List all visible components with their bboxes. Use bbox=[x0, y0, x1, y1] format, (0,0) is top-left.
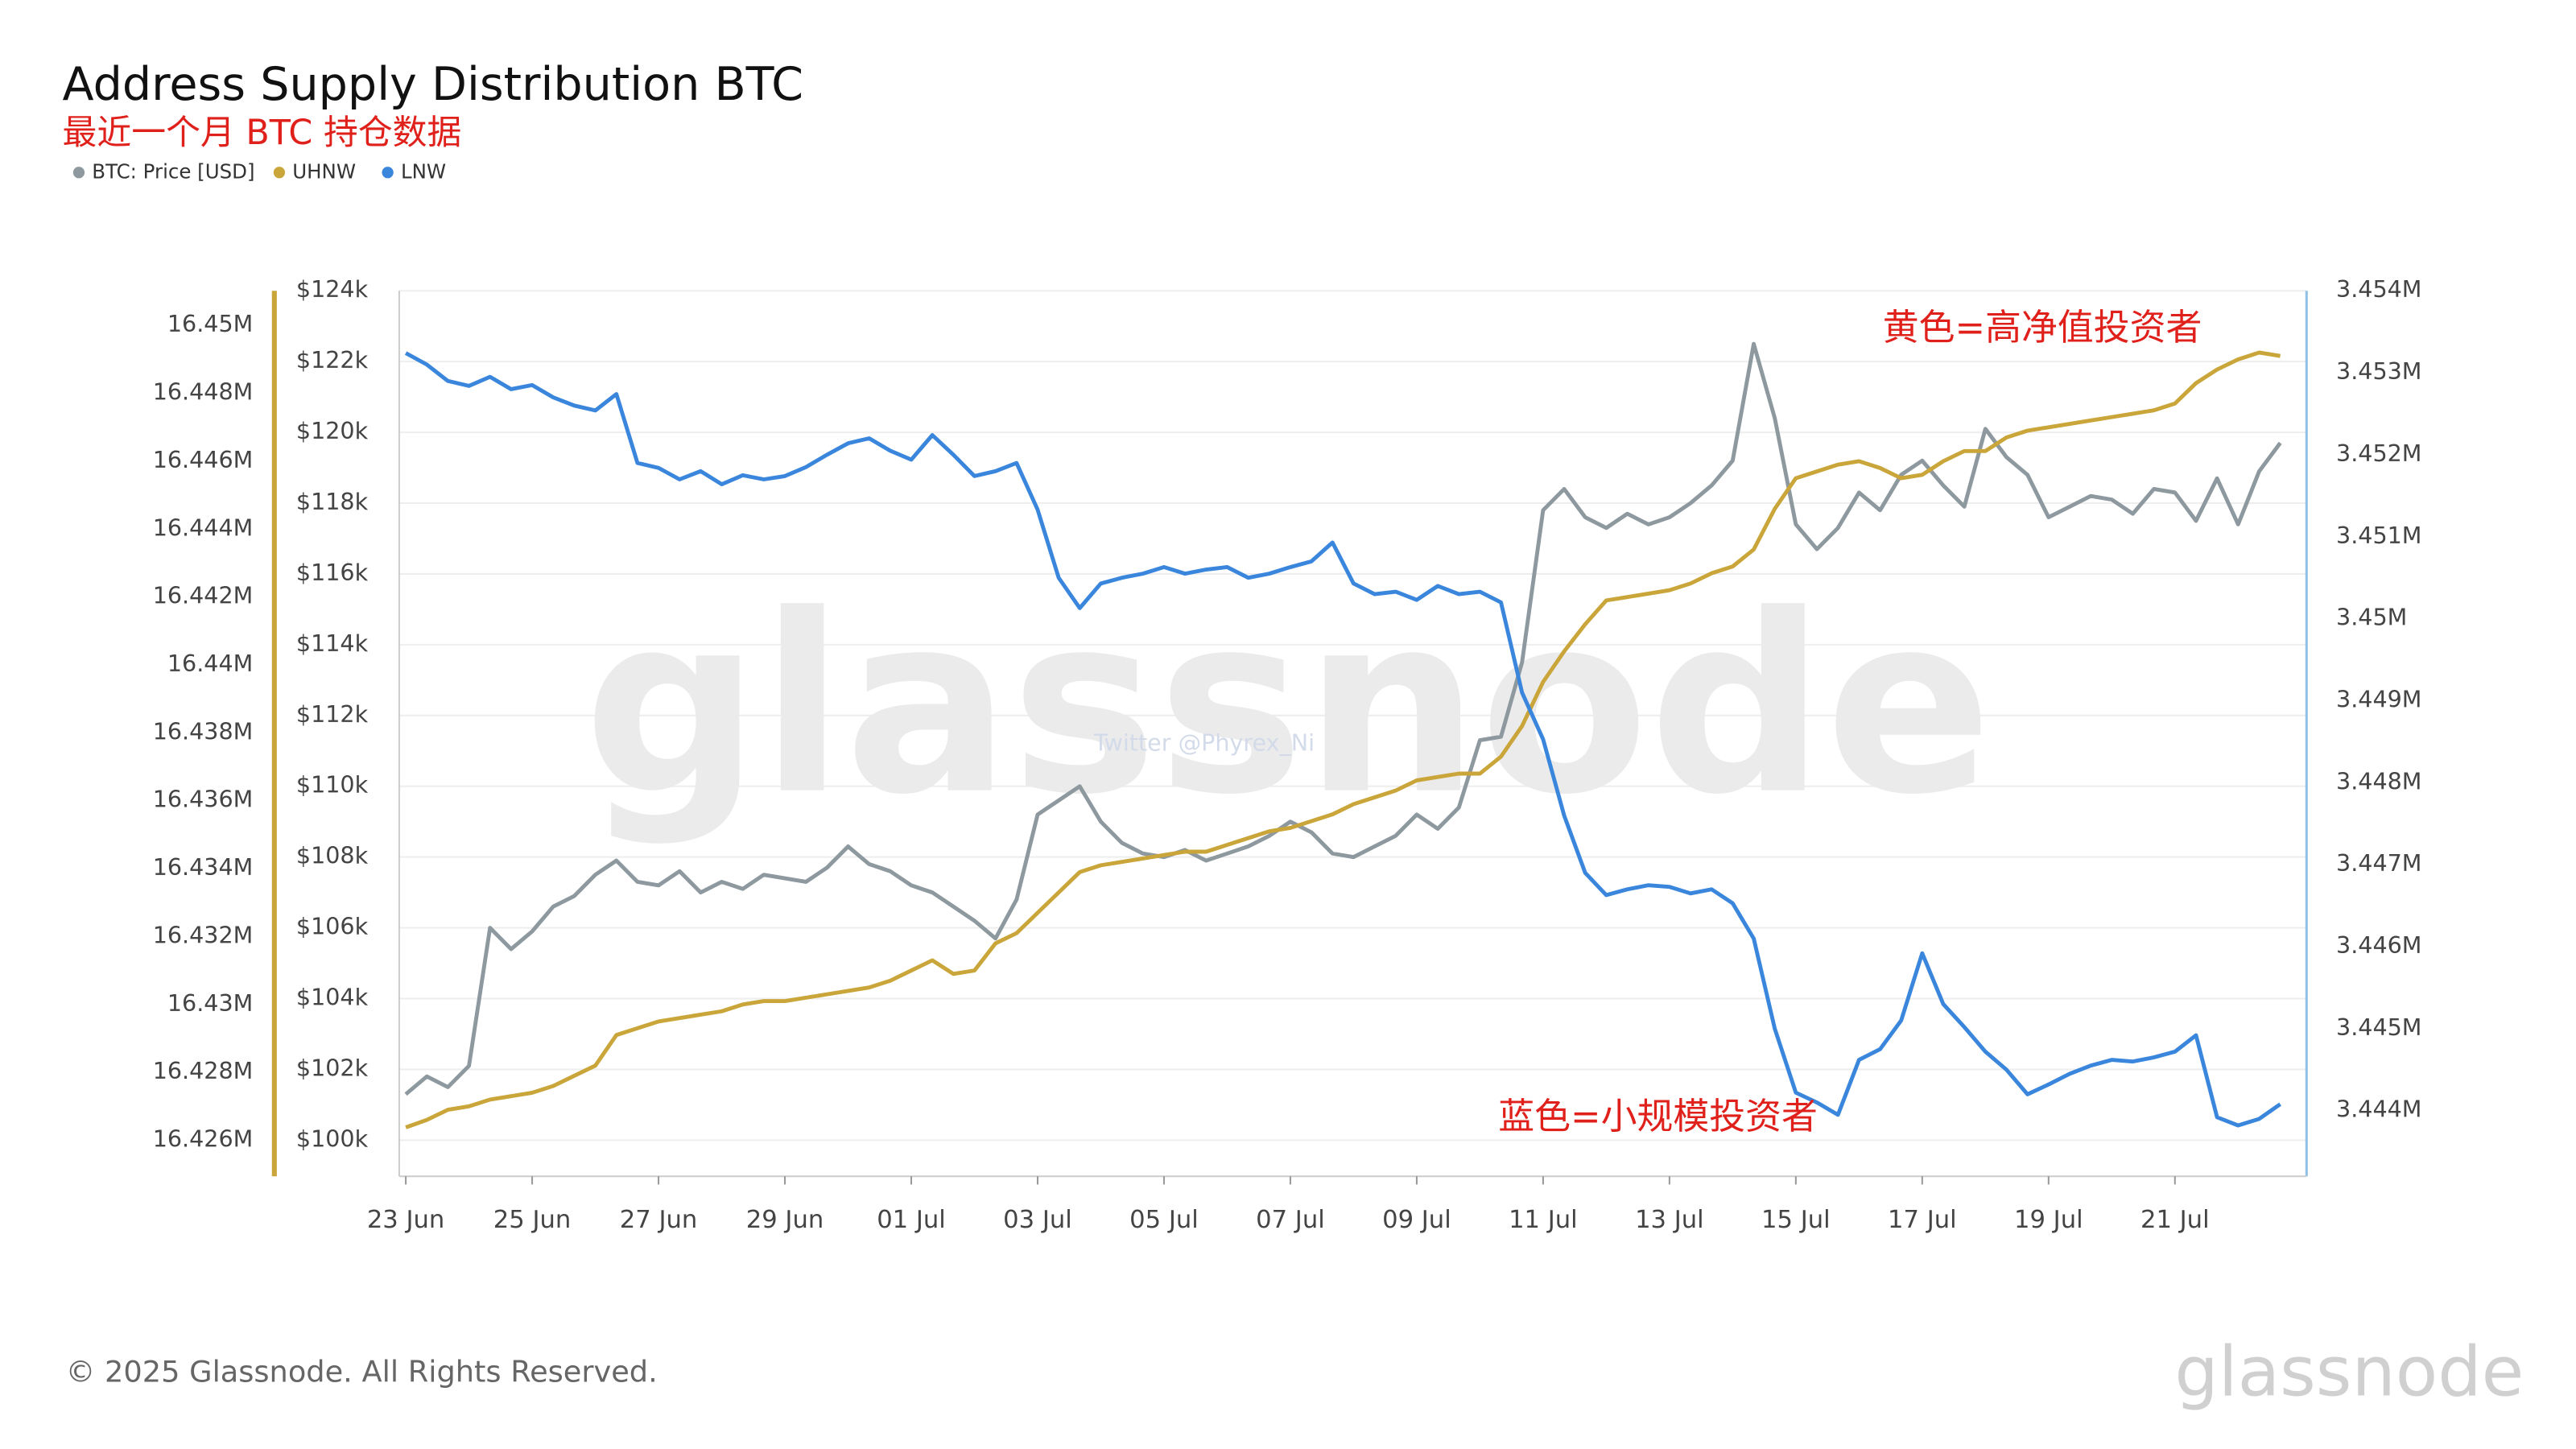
y-tick-label: 16.432M bbox=[153, 921, 254, 948]
y2-tick-label: 3.454M bbox=[2336, 275, 2421, 303]
legend-marker bbox=[382, 167, 394, 179]
chart-subtitle: 最近一个月 BTC 持仓数据 bbox=[63, 113, 462, 153]
y3-tick-label: $106k bbox=[296, 913, 369, 940]
x-tick-label: 15 Jul bbox=[1761, 1206, 1831, 1234]
y-tick-label: 16.436M bbox=[153, 786, 254, 813]
x-tick-label: 09 Jul bbox=[1382, 1206, 1451, 1234]
y3-tick-label: $102k bbox=[296, 1054, 369, 1081]
annotation: 黄色=高净值投资者 bbox=[1883, 306, 2202, 349]
y2-tick-label: 3.449M bbox=[2336, 685, 2421, 712]
series-line bbox=[404, 351, 2282, 1128]
series-line bbox=[404, 341, 2282, 1096]
series-line bbox=[405, 350, 2281, 1129]
y3-tick-label: $100k bbox=[296, 1125, 369, 1152]
y-tick-label: 16.444M bbox=[153, 514, 254, 541]
y2-tick-label: 3.445M bbox=[2336, 1013, 2421, 1041]
x-tick-label: 17 Jul bbox=[1888, 1206, 1957, 1234]
x-tick-label: 13 Jul bbox=[1635, 1206, 1704, 1234]
watermark: glassnode bbox=[584, 563, 1992, 849]
y3-tick-label: $114k bbox=[296, 630, 369, 657]
y-tick-label: 16.438M bbox=[153, 717, 254, 745]
x-tick-label: 21 Jul bbox=[2140, 1206, 2210, 1234]
y2-tick-label: 3.444M bbox=[2336, 1096, 2421, 1123]
legend-marker bbox=[273, 167, 286, 179]
y2-tick-label: 3.448M bbox=[2336, 767, 2421, 795]
y-tick-label: 16.43M bbox=[167, 989, 253, 1017]
y-tick-label: 16.448M bbox=[153, 378, 254, 406]
y-tick-label: 16.44M bbox=[167, 650, 253, 677]
legend-label: LNW bbox=[401, 159, 446, 183]
y-tick-label: 16.442M bbox=[153, 582, 254, 609]
y3-tick-label: $118k bbox=[296, 488, 369, 515]
credit: Twitter @Phyrex_Ni bbox=[1093, 729, 1315, 756]
x-tick-label: 27 Jun bbox=[620, 1206, 698, 1234]
y2-tick-label: 3.451M bbox=[2336, 522, 2421, 549]
x-tick-label: 19 Jul bbox=[2014, 1206, 2083, 1234]
y-tick-label: 16.45M bbox=[167, 310, 253, 337]
y-tick-label: 16.434M bbox=[153, 853, 254, 881]
x-tick-label: 25 Jun bbox=[493, 1206, 572, 1234]
x-tick-label: 11 Jul bbox=[1509, 1206, 1578, 1234]
legend-label: UHNW bbox=[292, 159, 356, 183]
x-tick-label: 29 Jun bbox=[746, 1206, 824, 1234]
x-tick-label: 03 Jul bbox=[1003, 1206, 1072, 1234]
annotation: 蓝色=小规模投资者 bbox=[1498, 1095, 1818, 1137]
y-tick-label: 16.428M bbox=[153, 1057, 254, 1084]
x-tick-label: 23 Jun bbox=[367, 1206, 445, 1234]
y3-tick-label: $110k bbox=[296, 771, 369, 799]
y2-tick-label: 3.453M bbox=[2336, 357, 2421, 385]
y2-tick-label: 3.45M bbox=[2336, 604, 2407, 631]
y3-tick-label: $116k bbox=[296, 559, 369, 586]
y3-tick-label: $112k bbox=[296, 700, 369, 728]
y2-tick-label: 3.446M bbox=[2336, 931, 2421, 959]
y3-tick-label: $124k bbox=[296, 275, 369, 303]
x-tick-label: 05 Jul bbox=[1129, 1206, 1199, 1234]
chart-title: Address Supply Distribution BTC bbox=[63, 58, 804, 111]
y2-tick-label: 3.447M bbox=[2336, 849, 2421, 877]
y2-tick-label: 3.452M bbox=[2336, 440, 2421, 467]
legend-label: BTC: Price [USD] bbox=[92, 159, 254, 183]
logo: glassnode bbox=[2174, 1332, 2524, 1413]
legend-marker bbox=[72, 167, 85, 179]
x-tick-label: 07 Jul bbox=[1256, 1206, 1325, 1234]
y-tick-label: 16.446M bbox=[153, 446, 254, 473]
x-tick-label: 01 Jul bbox=[877, 1206, 946, 1234]
footer: © 2025 Glassnode. All Rights Reserved. bbox=[66, 1355, 658, 1389]
y3-tick-label: $122k bbox=[296, 346, 369, 374]
y3-tick-label: $120k bbox=[296, 417, 369, 444]
y3-tick-label: $104k bbox=[296, 984, 369, 1011]
y-tick-label: 16.426M bbox=[153, 1125, 254, 1153]
y3-tick-label: $108k bbox=[296, 842, 369, 869]
